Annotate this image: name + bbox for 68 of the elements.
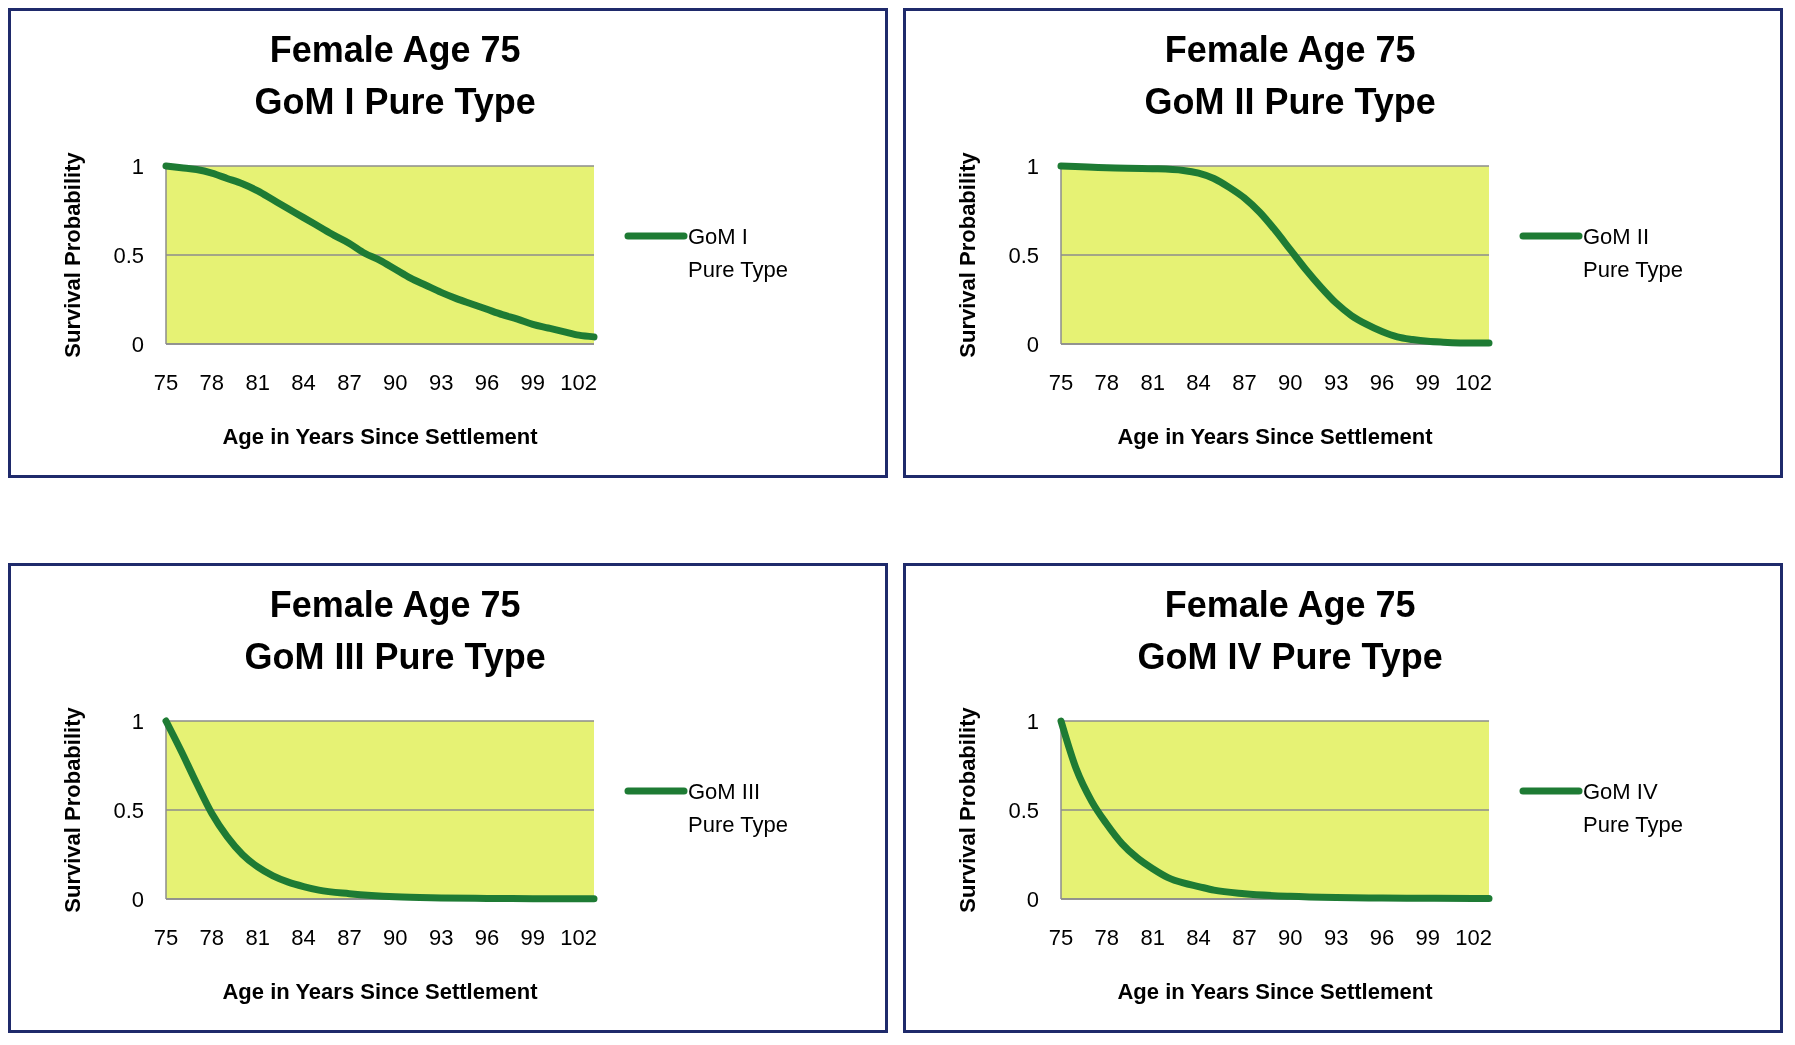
legend-label: GoM II Pure Type — [1583, 223, 1683, 282]
x-tick-label: 96 — [474, 370, 500, 395]
y-tick-label: 0 — [131, 886, 144, 912]
x-tick-label: 90 — [1278, 925, 1303, 950]
y-tick-label: 1 — [1026, 708, 1039, 734]
x-tick-label: 81 — [245, 925, 270, 950]
y-tick-label: 0.5 — [1008, 797, 1039, 823]
x-tick-label: 96 — [474, 925, 500, 950]
x-tick-label: 87 — [337, 925, 362, 950]
x-tick-label: 102 — [1455, 370, 1493, 395]
y-tick-label: 0.5 — [1008, 242, 1039, 268]
x-tick-label: 93 — [428, 370, 454, 395]
chart-title: Female Age 75 GoM III Pure Type — [244, 584, 546, 677]
x-tick-label: 75 — [153, 370, 179, 395]
x-tick-label: 93 — [1323, 925, 1349, 950]
x-tick-label: 81 — [1140, 370, 1165, 395]
y-tick-label: 1 — [131, 153, 144, 179]
y-tick-label: 0 — [1026, 886, 1039, 912]
x-tick-label: 102 — [560, 925, 598, 950]
x-tick-label: 87 — [1232, 370, 1257, 395]
chart-title: Female Age 75 GoM II Pure Type — [1144, 29, 1436, 122]
x-tick-label: 78 — [199, 370, 225, 395]
y-tick-label: 0 — [1026, 331, 1039, 357]
x-tick-label: 84 — [1186, 370, 1211, 395]
x-tick-label: 87 — [1232, 925, 1257, 950]
x-tick-label: 78 — [199, 925, 225, 950]
x-tick-label: 75 — [153, 925, 179, 950]
y-axis-title: Survival Probability — [60, 706, 85, 913]
x-tick-label: 99 — [520, 925, 546, 950]
x-axis-title: Age in Years Since Settlement — [222, 979, 539, 1004]
y-tick-label: 0.5 — [113, 242, 144, 268]
x-tick-label: 90 — [383, 925, 408, 950]
x-tick-label: 84 — [1186, 925, 1211, 950]
y-tick-label: 1 — [1026, 153, 1039, 179]
x-tick-label: 81 — [1140, 925, 1165, 950]
x-axis-title: Age in Years Since Settlement — [1117, 979, 1434, 1004]
y-axis-title: Survival Probability — [955, 706, 980, 913]
y-tick-label: 1 — [131, 708, 144, 734]
x-tick-label: 90 — [383, 370, 408, 395]
x-tick-label: 84 — [291, 925, 316, 950]
x-tick-label: 102 — [560, 370, 598, 395]
x-tick-label: 99 — [520, 370, 546, 395]
legend-label: GoM IV Pure Type — [1583, 778, 1683, 837]
x-tick-label: 96 — [1369, 925, 1395, 950]
x-tick-label: 96 — [1369, 370, 1395, 395]
x-tick-label: 93 — [428, 925, 454, 950]
y-tick-label: 0.5 — [113, 797, 144, 823]
chart-title: Female Age 75 GoM IV Pure Type — [1137, 584, 1443, 677]
x-axis-title: Age in Years Since Settlement — [222, 424, 539, 449]
legend-label: GoM I Pure Type — [688, 223, 788, 282]
y-axis-title: Survival Probability — [60, 151, 85, 358]
x-tick-label: 90 — [1278, 370, 1303, 395]
x-tick-label: 75 — [1048, 925, 1074, 950]
x-tick-label: 81 — [245, 370, 270, 395]
x-tick-label: 78 — [1094, 925, 1120, 950]
x-tick-label: 99 — [1415, 925, 1441, 950]
x-axis-title: Age in Years Since Settlement — [1117, 424, 1434, 449]
x-tick-label: 78 — [1094, 370, 1120, 395]
x-tick-label: 87 — [337, 370, 362, 395]
x-tick-label: 102 — [1455, 925, 1493, 950]
legend-label: GoM III Pure Type — [688, 778, 788, 837]
y-tick-label: 0 — [131, 331, 144, 357]
x-tick-label: 93 — [1323, 370, 1349, 395]
x-tick-label: 84 — [291, 370, 316, 395]
x-tick-label: 99 — [1415, 370, 1441, 395]
chart-title: Female Age 75 GoM I Pure Type — [254, 29, 536, 122]
y-axis-title: Survival Probability — [955, 151, 980, 358]
x-tick-label: 75 — [1048, 370, 1074, 395]
